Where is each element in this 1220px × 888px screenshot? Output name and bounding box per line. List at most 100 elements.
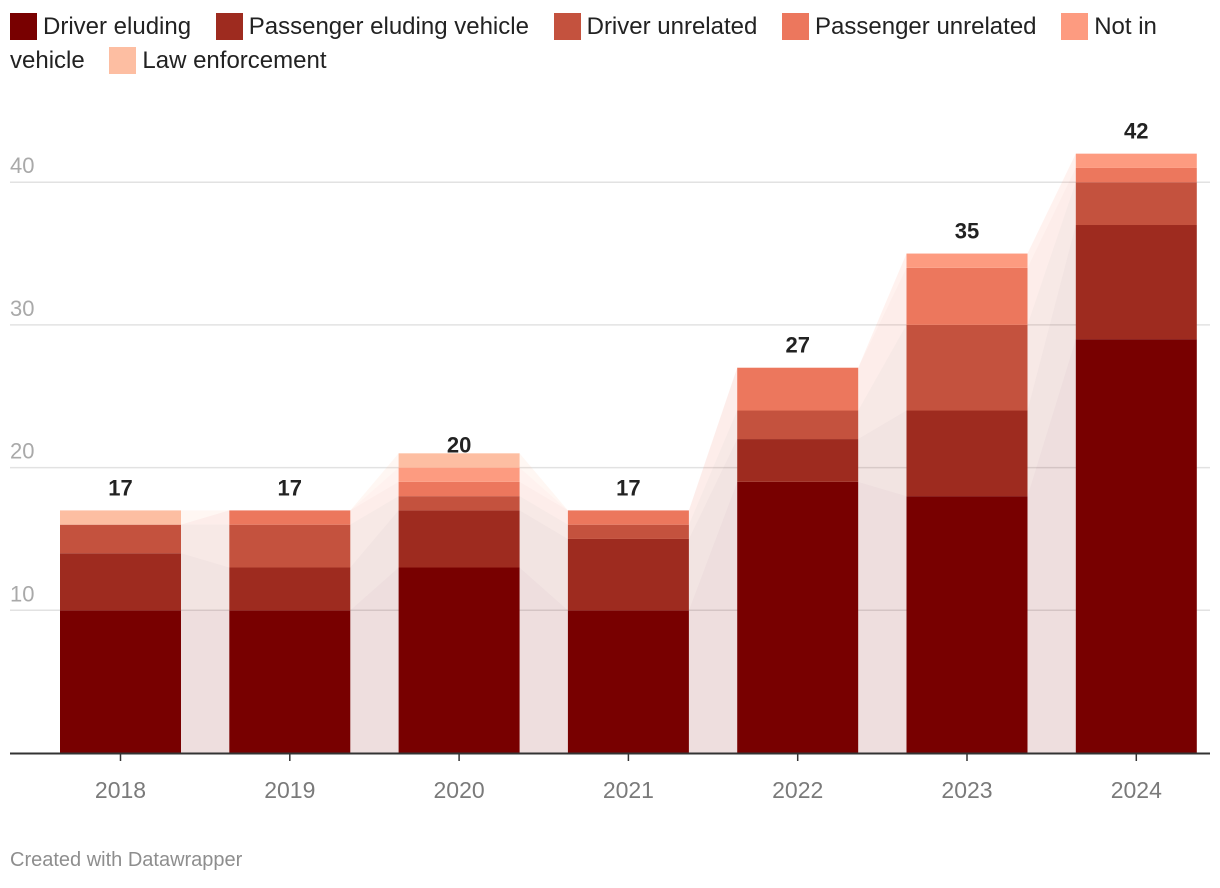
x-tick-label: 2019: [264, 777, 315, 803]
connector-band: [858, 481, 907, 753]
bar-segment: [398, 481, 520, 497]
x-tick-label: 2022: [772, 777, 823, 803]
connector-band: [1027, 167, 1076, 325]
connector-band: [181, 553, 230, 611]
bar-segment: [737, 367, 859, 411]
connector-band: [1027, 225, 1076, 497]
bar-segment: [737, 439, 859, 482]
label-layer: 2018172019172020202021172022272023352024…: [10, 119, 1210, 803]
connector-band: [519, 467, 568, 511]
bar-segment: [906, 267, 1028, 325]
legend-swatch: [1061, 13, 1089, 40]
connector-band: [858, 324, 907, 440]
connector-band: [688, 367, 738, 525]
bar-segment: [567, 538, 689, 611]
total-label: 17: [616, 475, 640, 500]
bar-segment: [906, 410, 1028, 497]
connector-band: [350, 481, 399, 525]
connector-band: [519, 453, 568, 511]
x-tick-label: 2021: [603, 777, 654, 803]
connector-band: [688, 439, 738, 611]
bar-segment: [398, 496, 520, 511]
total-label: 20: [447, 433, 471, 458]
bar-segment: [229, 567, 351, 611]
connector-band: [688, 481, 738, 753]
connector-band: [858, 253, 907, 368]
connector-band: [350, 453, 399, 511]
connector-band: [858, 267, 907, 411]
legend-item: Law enforcement: [109, 47, 327, 74]
y-tick-label: 40: [10, 153, 34, 178]
bar-segment: [1075, 225, 1197, 340]
connector-band: [181, 610, 230, 753]
legend-swatch: [553, 13, 581, 40]
bar-segment: [60, 553, 181, 611]
bar-segment: [1075, 153, 1197, 168]
connector-band: [181, 510, 230, 525]
connector-band: [1027, 182, 1076, 411]
bar-segment: [737, 410, 859, 440]
legend-item: Passenger unrelated: [782, 13, 1037, 40]
legend-swatch: [782, 13, 810, 40]
y-tick-label: 10: [10, 581, 34, 606]
connector-band: [181, 524, 230, 568]
connector-band: [350, 467, 399, 511]
legend-label: Driver eluding: [43, 13, 192, 40]
total-label: 17: [108, 475, 132, 500]
total-label: 42: [1124, 119, 1148, 144]
bar-segment: [567, 610, 689, 753]
bar-segment: [1075, 339, 1197, 753]
legend-label: Passenger eluding vehicle: [248, 13, 529, 40]
bar-segment: [567, 524, 689, 539]
connector-band: [519, 510, 568, 611]
connector-band: [519, 496, 568, 539]
bar-segment: [737, 481, 859, 753]
bar-segment: [60, 510, 181, 525]
connector-band: [350, 496, 399, 568]
legend-swatch: [215, 13, 243, 40]
legend-swatch: [10, 13, 37, 40]
bar-segment: [906, 496, 1028, 753]
y-tick-label: 30: [10, 296, 34, 321]
bar-segment: [398, 567, 520, 753]
connector-layer: [181, 153, 1076, 753]
connector-band: [350, 510, 399, 611]
bar-segment: [1075, 182, 1197, 226]
x-tick-label: 2023: [941, 777, 992, 803]
legend-label: Not in vehicle: [10, 13, 1157, 74]
total-label: 35: [955, 219, 979, 244]
bar-segment: [398, 510, 520, 568]
connector-band: [858, 410, 907, 497]
footer-credit[interactable]: Created with Datawrapper: [10, 849, 243, 871]
connector-band: [688, 410, 738, 539]
y-tick-label: 20: [10, 439, 34, 464]
legend-item: Passenger eluding vehicle: [215, 13, 529, 40]
legend-label: Passenger unrelated: [815, 13, 1037, 40]
bar-segment: [229, 510, 351, 525]
bar-segment: [567, 510, 689, 525]
bar-segment: [60, 524, 181, 554]
legend-swatch: [109, 47, 137, 74]
x-tick-label: 2018: [95, 777, 146, 803]
chart-legend: Driver eluding Passenger eluding vehicle…: [10, 10, 1190, 78]
legend-label: Law enforcement: [142, 47, 327, 74]
bar-segment: [906, 253, 1028, 268]
bar-segment: [229, 524, 351, 568]
total-label: 17: [278, 475, 302, 500]
bar-segment: [906, 324, 1028, 411]
bar-layer: [60, 153, 1197, 753]
x-tick-label: 2020: [434, 777, 485, 803]
connector-band: [350, 567, 399, 753]
connector-band: [181, 510, 230, 525]
connector-band: [1027, 339, 1076, 753]
legend-label: Driver unrelated: [586, 13, 758, 40]
total-label: 27: [785, 333, 809, 358]
bar-segment: [398, 467, 520, 482]
connector-band: [1027, 153, 1076, 268]
bar-segment: [1075, 167, 1197, 183]
connector-band: [519, 481, 568, 525]
bar-segment: [229, 610, 351, 753]
legend-item: Not in vehicle: [10, 13, 1157, 74]
bar-segment: [398, 453, 520, 468]
